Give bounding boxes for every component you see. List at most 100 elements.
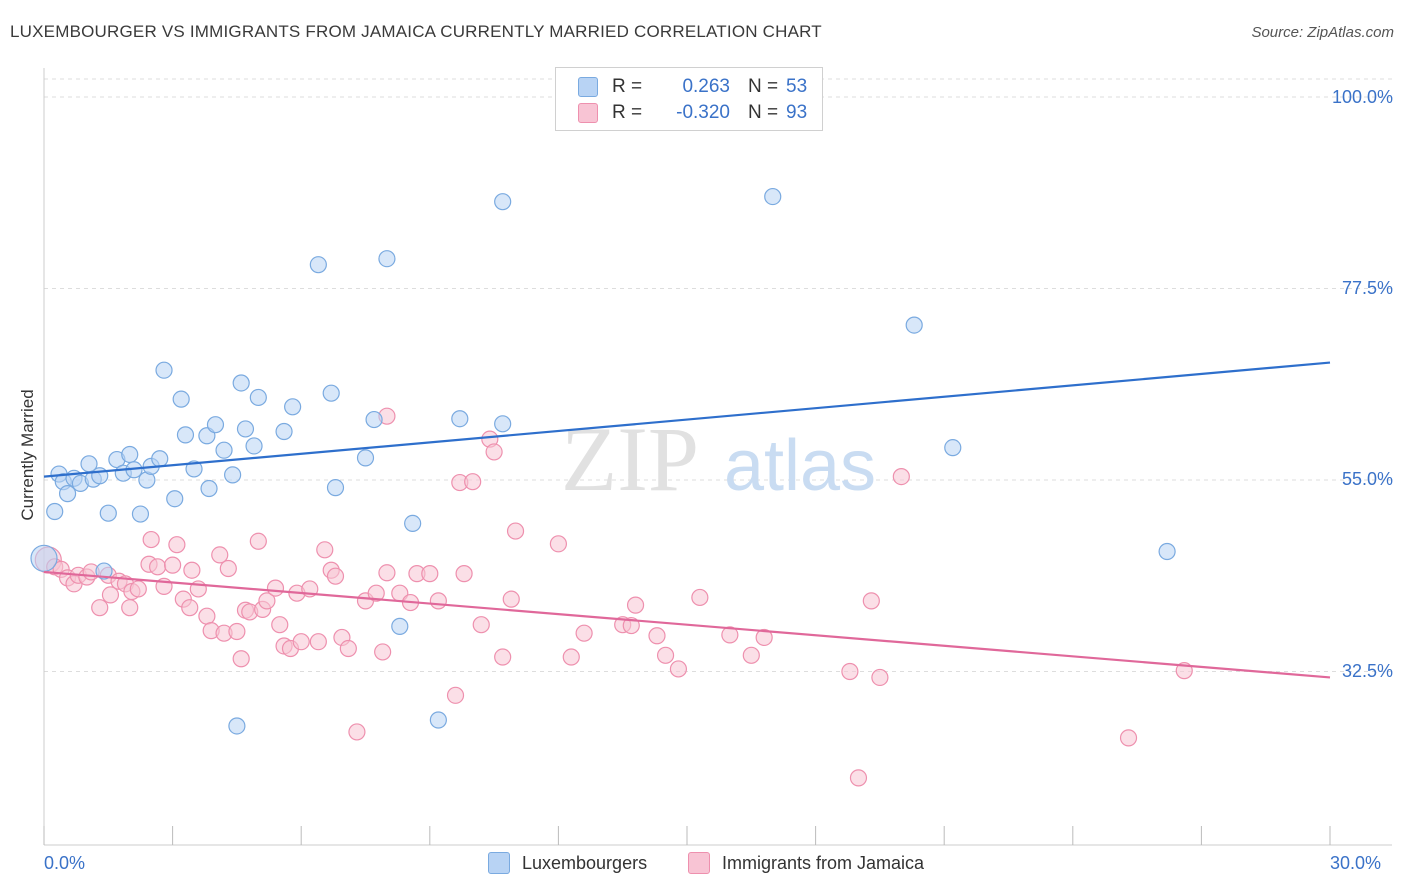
jamaica-point [669, 660, 688, 678]
jamaica-point [148, 558, 167, 576]
pink-swatch [578, 103, 598, 123]
jamaica-point [455, 565, 473, 583]
jamaica-point [862, 592, 880, 610]
jamaica-point [871, 668, 889, 687]
jamaica-point [101, 586, 120, 604]
jamaica-point [121, 599, 139, 617]
jamaica-point [271, 616, 289, 634]
jamaica-point [378, 564, 396, 582]
luxembourger-point [131, 505, 150, 523]
jamaica-point [656, 646, 675, 664]
luxembourger-point [429, 711, 447, 729]
luxembourger-point [121, 445, 139, 464]
y-tick-label-32-5: 32.5% [1341, 661, 1393, 681]
luxembourger-point [58, 485, 77, 503]
r-value: -0.320 [676, 102, 730, 123]
jamaica-point [575, 624, 593, 642]
luxembourger-point [451, 410, 469, 428]
jamaica-point [429, 592, 447, 610]
luxembourger-point [155, 361, 173, 379]
luxembourger-point [232, 374, 250, 392]
luxembourger-point [200, 479, 218, 498]
jamaica-point [691, 588, 709, 607]
jamaica-point [849, 769, 868, 787]
jamaica-point [485, 443, 503, 461]
luxembourger-point [365, 410, 383, 429]
jamaica-point [211, 546, 229, 564]
blue-swatch [488, 852, 510, 874]
jamaica-point [506, 522, 525, 540]
luxembourger-point [166, 490, 184, 508]
jamaica-point [841, 662, 859, 681]
luxembourger-point [391, 617, 409, 635]
luxembourger-trend-line [43, 361, 1331, 478]
jamaica-point [502, 590, 520, 608]
stats-legend-row-jamaica: R = -0.320 N = 93 [578, 101, 807, 125]
luxembourger-point [404, 514, 422, 533]
luxembourger-point [905, 316, 923, 334]
luxembourger-point [206, 416, 225, 434]
r-label: R = [612, 76, 643, 97]
r-value: 0.263 [682, 76, 730, 97]
jamaica-point [164, 556, 182, 574]
jamaica-point [316, 541, 334, 559]
x-tick-label-max: 30.0% [1330, 853, 1382, 873]
jamaica-point [549, 535, 568, 553]
luxembourger-point [46, 502, 64, 521]
n-label: N = [748, 102, 779, 123]
jamaica-point [472, 616, 490, 634]
jamaica-point [374, 643, 392, 661]
luxembourger-point [494, 193, 512, 211]
watermark-zip: ZIP [561, 408, 699, 510]
jamaica-point [228, 622, 246, 641]
legend-label: Immigrants from Jamaica [722, 852, 925, 873]
source-label: Source: ZipAtlas.com [1251, 24, 1394, 41]
legend-item-jamaica: Immigrants from Jamaica [688, 852, 924, 874]
jamaica-point [367, 584, 385, 602]
jamaica-point [198, 607, 216, 625]
luxembourger-point [245, 437, 263, 455]
luxembourger-point [494, 415, 512, 433]
luxembourger-point [1158, 542, 1176, 561]
jamaica-point [183, 561, 201, 579]
watermark-atlas: atlas [724, 426, 876, 506]
blue-swatch [578, 77, 598, 97]
jamaica-point [91, 599, 109, 617]
jamaica-point [446, 686, 465, 704]
jamaica-point [464, 473, 482, 491]
luxembourger-point [95, 562, 113, 580]
jamaica-point [258, 592, 276, 610]
jamaica-point [494, 648, 512, 666]
luxembourger-point [151, 450, 169, 468]
n-value: 53 [786, 76, 808, 97]
luxembourger-point [228, 717, 246, 735]
jamaica-point [309, 633, 327, 651]
luxembourger-point [309, 256, 327, 274]
luxembourger-point [224, 466, 242, 484]
chart-title: LUXEMBOURGER VS IMMIGRANTS FROM JAMAICA … [10, 22, 822, 41]
y-tick-label-77-5: 77.5% [1341, 278, 1393, 298]
jamaica-point [755, 628, 773, 647]
stats-legend: R = 0.263 N = 53 R = -0.320 N = 93 [555, 67, 823, 131]
pink-swatch [688, 852, 710, 874]
luxembourger-point [378, 250, 396, 268]
legend-label: Luxembourgers [522, 852, 648, 873]
jamaica-point [181, 599, 199, 617]
n-value: 93 [786, 102, 808, 123]
luxembourger-point [236, 420, 255, 438]
jamaica-point [168, 536, 186, 554]
luxembourger-point [356, 449, 375, 467]
luxembourger-point [249, 388, 267, 407]
luxembourger-point [99, 504, 117, 522]
jamaica-point [348, 723, 366, 741]
jamaica-point [219, 559, 237, 578]
luxembourger-point [172, 390, 190, 408]
jamaica-point [1119, 729, 1138, 747]
jamaica-point [339, 639, 357, 658]
jamaica-point [626, 596, 645, 614]
y-tick-label-55: 55.0% [1341, 469, 1393, 489]
jamaica-point [266, 579, 285, 597]
stats-legend-row-luxembourgers: R = 0.263 N = 53 [578, 75, 807, 99]
jamaica-point [142, 530, 160, 549]
luxembourger-point [284, 398, 302, 416]
